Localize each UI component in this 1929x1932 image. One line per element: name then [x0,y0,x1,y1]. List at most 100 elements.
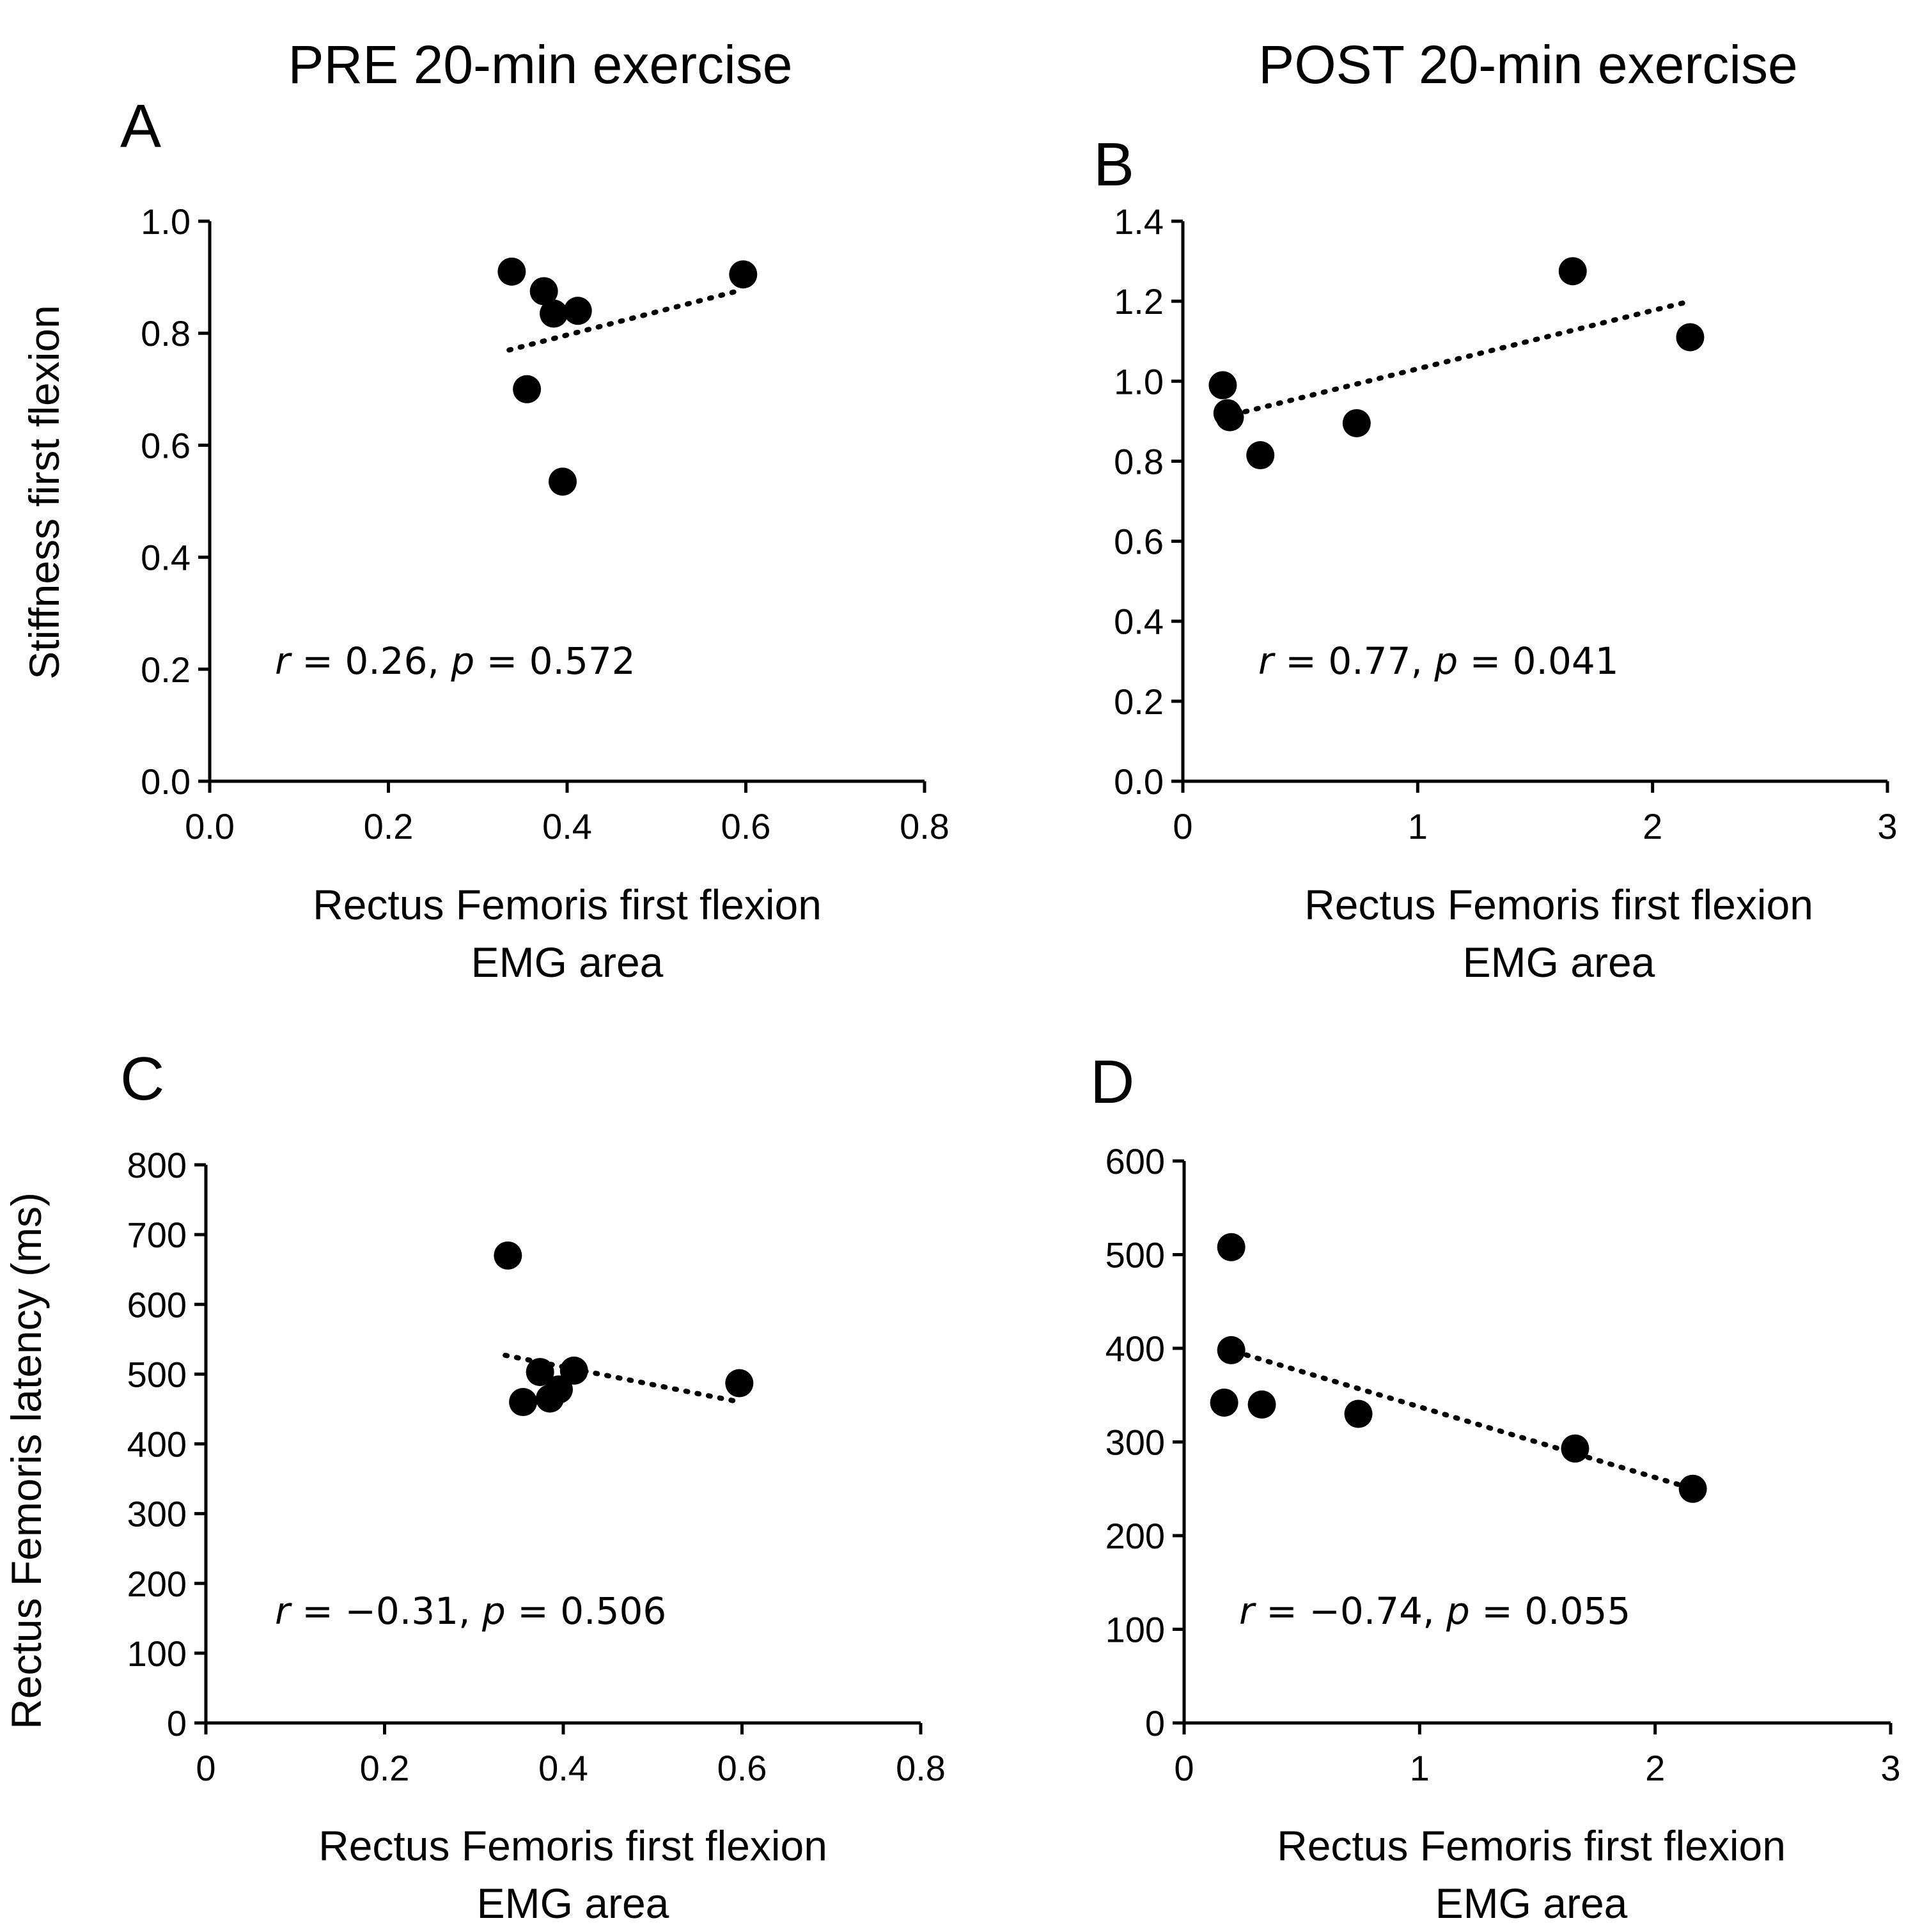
panel-a-trendline [506,288,740,353]
panel-b-x-tick-label: 1 [1408,806,1428,846]
panel-a-data-point [729,260,758,289]
panel-d-data-point [1217,1233,1246,1261]
panel-c-y-tick-label: 0 [167,1703,187,1743]
panel-c-stats-r-symbol: r [275,1589,292,1633]
panel-a-data-point [513,375,542,403]
panel-a-x-tick-label: 0.8 [900,806,949,846]
panel-a-y-tick-label: 0.0 [141,761,191,802]
panel-c-y-tick-label: 400 [127,1424,187,1465]
panel-d-y-tick-label: 200 [1105,1516,1165,1556]
panel-b-stats-p-symbol: p [1433,639,1458,683]
panel-d-stats-p-symbol: p [1446,1589,1470,1633]
panel-c-letter: C [120,1045,164,1113]
panel-d-data-point [1344,1399,1373,1428]
panel-a-stats-r-value: = 0.26, [290,639,451,683]
panel-a-x-tick-label: 0.2 [364,806,414,846]
panel-d-data-point [1217,1336,1246,1364]
panel-a-data-point [563,297,592,325]
panel-a-stats-annotation: r = 0.26, p = 0.572 [275,639,636,683]
panel-d-letter: D [1090,1048,1134,1116]
panel-b-data-point [1215,403,1244,432]
panel-a-y-tick-label: 0.2 [141,650,191,690]
panel-d-y-tick-label: 100 [1105,1610,1165,1650]
panel-c-data-point [536,1384,565,1413]
panel-b-data-point [1558,257,1587,286]
panel-b-trendline [1220,299,1693,420]
panel-c-data-point [494,1241,522,1270]
panel-c-x-axis-title-line-2: EMG area [477,1880,669,1927]
panel-b-stats-p-value: = 0.041 [1458,639,1619,683]
panel-b-data-point [1246,441,1275,470]
panel-c-x-tick-label: 0.2 [360,1748,410,1788]
panel-a-y-axis-title: Stiffness first flexion [20,305,68,680]
panel-d-stats-r-value: = −0.74, [1254,1589,1446,1633]
panel-b-y-tick-label: 1.4 [1114,201,1164,242]
panel-d-stats-p-value: = 0.055 [1470,1589,1631,1633]
panel-b-stats-r-value: = 0.77, [1274,639,1434,683]
panel-b-data-point [1342,409,1371,437]
panel-a-data-point [497,257,526,286]
panel-a-data-point [549,467,577,496]
panel-b-x-tick-label: 0 [1173,806,1192,846]
panel-a: A 0.0 0.2 0.4 0.6 0.8 1.0 0.0 0.2 0.4 0.6 0.8 Rectus… [20,92,949,986]
panel-d-x-axis-title-line-2: EMG area [1435,1880,1628,1927]
panel-b-letter: B [1093,130,1134,199]
panel-c-x-tick-label: 0.6 [717,1748,767,1788]
panel-b-x-tick-label: 2 [1643,806,1662,846]
panel-b-y-tick-label: 1.0 [1114,361,1164,401]
panel-c-data-point [509,1388,538,1417]
panel-a-x-axis-title-line-1: Rectus Femoris first flexion [313,881,822,928]
panel-c-stats-annotation: r = −0.31, p = 0.506 [275,1589,666,1633]
panel-c-data-point [725,1369,754,1398]
panel-d-stats-annotation: r = −0.74, p = 0.055 [1239,1589,1630,1633]
panel-c-y-tick-label: 100 [127,1633,187,1674]
panel-b-y-tick-label: 0.0 [1114,761,1164,802]
panel-d-y-tick-label: 500 [1105,1235,1165,1275]
panel-c-stats-p-value: = 0.506 [506,1589,667,1633]
panel-c-y-tick-label: 500 [127,1354,187,1394]
panel-a-y-tick-label: 0.4 [141,538,191,578]
panel-b-y-tick-label: 1.2 [1114,281,1164,322]
panel-a-x-tick-label: 0.6 [721,806,771,846]
panel-b-y-tick-label: 0.2 [1114,682,1164,722]
column-title-pre: PRE 20-min exercise [288,35,793,95]
panel-a-y-tick-label: 0.8 [141,313,191,354]
panel-c-x-tick-label: 0.4 [538,1748,588,1788]
panel-c-y-tick-label: 600 [127,1284,187,1325]
panel-d-data-point [1210,1388,1238,1417]
panel-d-y-tick-label: 300 [1105,1422,1165,1463]
panel-d-x-axis-title-line-1: Rectus Femoris first flexion [1277,1822,1786,1869]
panel-a-y-tick-label: 0.6 [141,425,191,465]
panel-a-x-tick-label: 0.0 [185,806,235,846]
panel-b-y-tick-label: 0.8 [1114,441,1164,481]
panel-d-x-tick-label: 3 [1880,1748,1900,1788]
panel-c-y-axis-title: Rectus Femoris latency (ms) [3,1192,50,1729]
panel-d-data-point [1561,1434,1589,1463]
panel-c-y-tick-label: 300 [127,1494,187,1534]
panel-d-y-tick-label: 0 [1145,1703,1165,1743]
panel-c-y-tick-label: 700 [127,1215,187,1255]
panel-a-data-point [529,277,558,306]
panel-c-data-point [559,1356,588,1385]
column-title-post: POST 20-min exercise [1258,35,1797,95]
panel-d-data-point [1247,1390,1276,1419]
panel-a-x-axis-title-line-2: EMG area [471,939,664,986]
panel-c-y-tick-label: 800 [127,1145,187,1185]
panel-d-trendline [1221,1346,1696,1492]
panel-c-stats-r-value: = −0.31, [290,1589,482,1633]
panel-b-y-tick-label: 0.6 [1114,522,1164,562]
panel-d-y-tick-label: 600 [1105,1141,1165,1181]
panel-a-x-tick-label: 0.4 [542,806,592,846]
panel-a-stats-r-symbol: r [275,639,292,683]
panel-d-x-tick-label: 1 [1410,1748,1430,1788]
panel-b-y-tick-label: 0.4 [1114,602,1164,642]
panel-d: D 0 100 200 300 400 500 600 0 1 2 3 Rectus Femoris f… [1090,1048,1901,1927]
panel-c-data-point [526,1358,554,1387]
panel-a-stats-p-symbol: p [450,639,474,683]
panel-b: B 0.0 0.2 0.4 0.6 0.8 1.0 1.2 1.4 0 1 2 3 Rectus Femo… [1093,130,1898,986]
panel-b-data-point [1208,371,1237,400]
panel-d-data-point [1678,1474,1707,1503]
panel-b-stats-r-symbol: r [1258,639,1276,683]
panel-c-x-axis-title-line-1: Rectus Femoris first flexion [318,1822,827,1869]
